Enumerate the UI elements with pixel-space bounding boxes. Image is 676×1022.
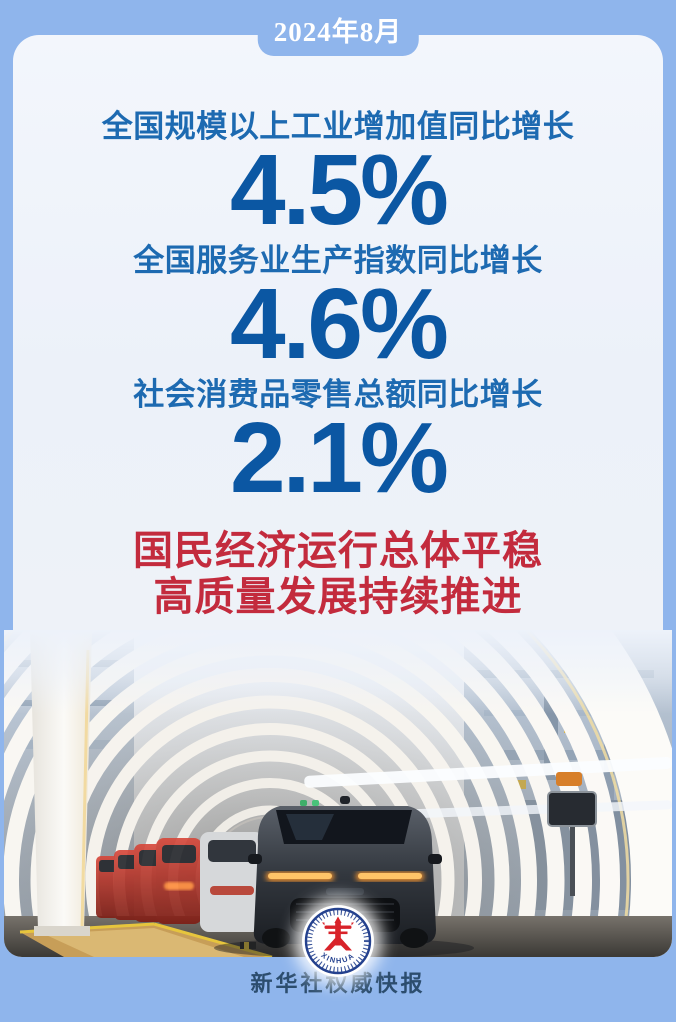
stat-value-retail: 2.1% [230,402,449,514]
headline-line-2: 高质量发展持续推进 [153,574,523,619]
date-tab: 2024年8月 [257,0,419,56]
factory-photo [4,630,672,957]
monitor-stand [547,772,597,896]
logo-ray-ring [307,910,369,972]
logo-emblem [322,916,354,951]
logo-wordmark: XINHUA [319,951,356,966]
headlight-strips [266,872,424,881]
headline: 国民经济运行总体平稳 高质量发展持续推进 [0,528,676,620]
stat-value-services: 4.6% [230,268,449,380]
stat-value-industry: 4.5% [230,134,449,246]
xinhua-logo: XINHUA [302,905,374,977]
stat-label-services: 全国服务业生产指数同比增长 [133,243,543,278]
stat-label-industry: 全国规模以上工业增加值同比增长 [101,109,575,144]
content-panel [13,35,663,647]
date-tab-label: 2024年8月 [273,16,403,47]
main-suv [248,796,442,948]
stats-block: 全国规模以上工业增加值同比增长 4.5% 全国服务业生产指数同比增长 4.6% … [0,110,676,620]
headline-line-1: 国民经济运行总体平稳 [133,528,543,573]
red-car-line [96,832,264,932]
stat-label-retail: 社会消费品零售总额同比增长 [133,377,543,412]
logo-outer-ring [304,907,372,975]
photo-top-fade [4,630,672,714]
